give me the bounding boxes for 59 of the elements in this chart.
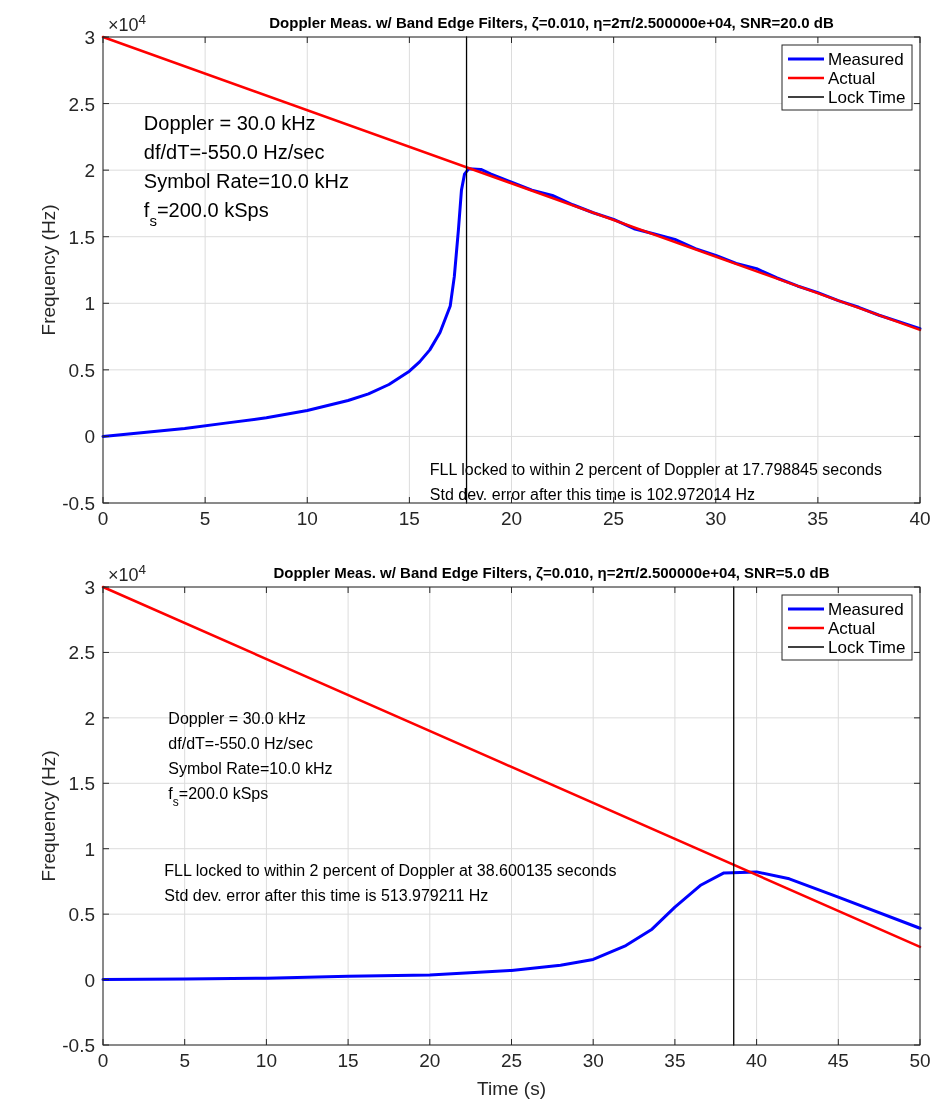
chart-title: Doppler Meas. w/ Band Edge Filters, ζ=0.010, η=2π/2.500000e+04, SNR=20.0 dB	[269, 14, 834, 31]
legend-label: Lock Time	[828, 88, 906, 107]
chart-title: Doppler Meas. w/ Band Edge Filters, ζ=0.010, η=2π/2.500000e+04, SNR=5.0 dB	[273, 564, 830, 581]
y-tick-label: 2	[84, 160, 95, 182]
x-axis-title: Time (s)	[477, 1078, 546, 1099]
y-tick-label: 0.5	[68, 359, 95, 381]
x-tick-label: 5	[199, 508, 211, 529]
text: ×10$^{4}$	[108, 11, 147, 35]
legend-label: Measured	[828, 600, 904, 619]
text: ×10$^{4}$	[108, 561, 147, 585]
y-tick-label: -0.5	[62, 493, 95, 514]
x-tick-label: 30	[705, 508, 727, 529]
x-tick-label: 25	[500, 1050, 523, 1071]
x-tick-label: 10	[296, 508, 318, 529]
x-tick-label: 20	[500, 508, 523, 529]
x-tick-label: 0	[97, 1050, 109, 1071]
annotation: f$_{s}$=200.0 kSps	[143, 199, 269, 229]
y-tick-label: 3	[84, 27, 95, 48]
annotation: df/dT=-550.0 Hz/sec	[143, 141, 325, 164]
annotation: df/dT=-550.0 Hz/sec	[168, 735, 313, 753]
legend-label: Measured	[828, 50, 904, 69]
x-tick-label: 50	[909, 1050, 931, 1071]
annotation: FLL locked to within 2 percent of Doppler at 38.600135 seconds	[164, 861, 617, 879]
annotation: Doppler = 30.0 kHz	[168, 710, 306, 728]
y-tick-label: 1.5	[68, 773, 95, 795]
x-tick-label: 30	[582, 1050, 604, 1071]
y-axis-title: Frequency (Hz)	[38, 204, 59, 336]
annotation: Std dev. error after this time is 513.979211 Hz	[164, 886, 489, 904]
x-tick-label: 15	[337, 1050, 359, 1071]
annotation: Symbol Rate=10.0 kHz	[168, 760, 333, 778]
y-tick-label: 0.5	[68, 904, 95, 926]
x-tick-label: 10	[255, 1050, 277, 1071]
y-tick-label: 3	[84, 577, 95, 598]
x-tick-label: 15	[398, 508, 420, 529]
annotation: f$_{s}$=200.0 kSps	[168, 785, 269, 810]
legend-label: Actual	[828, 619, 876, 638]
y-tick-label: 2.5	[68, 93, 95, 115]
y-tick-label: 1	[84, 838, 95, 860]
y-tick-label: 2	[84, 707, 95, 729]
y-tick-label: 1	[84, 293, 95, 315]
y-tick-label: 2.5	[68, 642, 95, 664]
annotation: Doppler = 30.0 kHz	[143, 112, 316, 135]
x-tick-label: 20	[419, 1050, 441, 1071]
x-tick-label: 40	[746, 1050, 768, 1071]
x-tick-label: 0	[97, 508, 109, 529]
legend-label: Lock Time	[828, 638, 906, 657]
x-tick-label: 35	[664, 1050, 686, 1071]
y-tick-label: 0	[84, 969, 95, 991]
y-tick-label: -0.5	[62, 1035, 95, 1056]
annotation: Symbol Rate=10.0 kHz	[143, 170, 349, 193]
x-tick-label: 25	[603, 508, 625, 529]
legend-label: Actual	[828, 69, 876, 88]
y-tick-label: 0	[84, 426, 95, 448]
y-axis-title: Frequency (Hz)	[38, 750, 59, 882]
y-tick-label: 1.5	[68, 226, 95, 248]
x-tick-label: 45	[827, 1050, 849, 1071]
x-tick-label: 40	[909, 508, 931, 529]
x-tick-label: 35	[807, 508, 829, 529]
x-tick-label: 5	[179, 1050, 190, 1071]
